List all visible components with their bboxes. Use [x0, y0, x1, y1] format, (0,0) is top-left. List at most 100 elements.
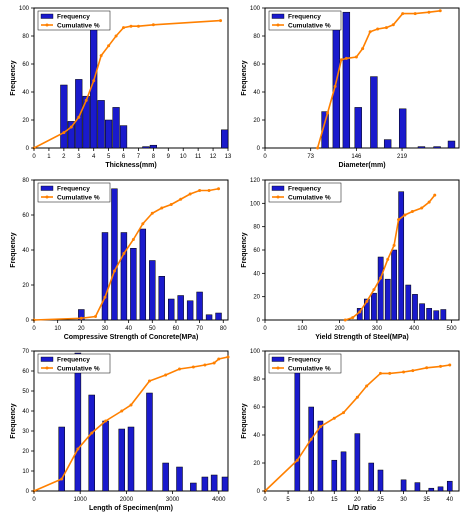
legend-box	[37, 10, 111, 31]
x-tick-label: 7	[137, 154, 141, 160]
legend-cumulative-label: Cumulative %	[57, 195, 100, 202]
x-tick-label: 11	[195, 154, 202, 160]
cumulative-point	[397, 218, 401, 222]
x-tick-label: 200	[335, 326, 346, 332]
cumulative-point	[332, 416, 336, 420]
cumulative-point	[150, 211, 154, 215]
frequency-bar	[363, 298, 370, 321]
frequency-bar	[119, 125, 128, 149]
y-tick-label: 80	[22, 178, 29, 184]
cumulative-point	[60, 477, 64, 481]
frequency-bar	[149, 144, 157, 149]
cumulative-point	[226, 355, 230, 359]
x-tick-label: 20	[354, 497, 361, 503]
chart-1: 0 1 2 3 4 5 6 7 8 9 10 11 12 13020406080100Thickness(…	[10, 6, 232, 169]
y-tick-label: 60	[22, 62, 29, 68]
frequency-bar	[354, 107, 362, 149]
legend-box	[268, 182, 342, 203]
y-tick-label: 80	[253, 34, 260, 40]
y-tick-label: 20	[22, 449, 29, 455]
frequency-bar	[168, 298, 175, 321]
cumulative-point	[378, 371, 382, 375]
x-axis-label: Diameter(mm)	[338, 162, 385, 169]
legend-frequency-label: Frequency	[57, 186, 90, 193]
y-axis-label: Frequency	[241, 232, 248, 268]
frequency-bar	[398, 191, 405, 321]
cumulative-point	[410, 210, 414, 213]
cumulative-point	[114, 34, 118, 38]
chart-4: 0 100 200 300 400 500 0 20 40 60 80 100 120 Yield Str…	[241, 178, 460, 341]
x-tick-label: 12	[210, 154, 217, 160]
cumulative-point	[333, 84, 337, 88]
cumulative-point	[207, 189, 211, 192]
legend-marker	[45, 195, 49, 199]
frequency-bar	[60, 84, 68, 149]
frequency-bar	[405, 284, 412, 321]
y-axis-label: Frequency	[241, 403, 248, 439]
y-tick-label: 20	[22, 118, 29, 124]
frequency-bar	[158, 276, 165, 321]
cumulative-point	[339, 58, 343, 62]
frequency-bar	[419, 303, 425, 321]
cumulative-point	[365, 299, 369, 303]
frequency-bar	[294, 366, 301, 492]
frequency-bar	[433, 146, 441, 149]
y-tick-label: 100	[250, 349, 261, 355]
frequency-bar	[74, 352, 82, 492]
legend: Frequency Cumulative %	[37, 353, 111, 374]
plot-frame	[264, 7, 460, 149]
cumulative-point	[343, 318, 347, 322]
y-tick-label: 10	[22, 469, 29, 475]
x-tick-label: 3	[77, 154, 81, 160]
cumulative-point	[354, 55, 358, 59]
cumulative-point	[217, 357, 221, 361]
chart-3: 0 10 20 30 40 50 60 70 80 0 20 40 60 80 Compressive St…	[10, 178, 229, 341]
cumulative-point	[316, 146, 320, 150]
cumulative-point	[427, 200, 431, 204]
cumulative-point	[136, 24, 140, 28]
y-tick-label: 80	[253, 225, 260, 231]
cumulative-point	[427, 10, 431, 14]
frequency-bar	[437, 486, 444, 492]
cumulative-point	[372, 288, 376, 292]
frequency-bar	[368, 462, 375, 492]
cumulative-point	[120, 409, 124, 413]
frequency-bar	[118, 428, 126, 492]
y-tick-label: 60	[22, 369, 29, 375]
frequency-bar	[370, 76, 378, 149]
frequency-bar	[426, 308, 433, 321]
x-tick-label: 30	[400, 497, 407, 503]
x-tick-label: 40	[125, 326, 132, 332]
legend-marker	[276, 23, 280, 27]
x-tick-label: 300	[372, 326, 383, 332]
frequency-bar	[215, 312, 222, 321]
y-tick-label: 20	[253, 118, 260, 124]
frequency-bar	[205, 314, 213, 321]
y-tick-label: 30	[22, 429, 29, 435]
x-tick-label: 1	[47, 154, 51, 160]
cumulative-point	[402, 370, 406, 374]
x-tick-label: 80	[220, 326, 227, 332]
y-tick-label: 40	[253, 90, 260, 96]
x-axis-label: Compressive Strength of Concrete(MPa)	[64, 334, 199, 341]
frequency-bar	[391, 249, 397, 321]
y-tick-label: 80	[253, 377, 260, 383]
frequency-bar	[190, 482, 197, 492]
legend-cumulative-label: Cumulative %	[288, 23, 331, 30]
chart-6: 0 5 10 15 20 25 30 35 40 0 20 40 60 80 100 L/D ratio Fre…	[241, 349, 460, 512]
cumulative-point	[198, 189, 202, 192]
y-tick-label: 0	[26, 318, 30, 324]
frequency-bar	[221, 476, 229, 492]
x-tick-label: 100	[297, 326, 308, 332]
cumulative-point	[219, 19, 223, 23]
cumulative-point	[376, 27, 380, 31]
legend-marker	[45, 23, 49, 27]
cumulative-line	[344, 194, 436, 321]
cumulative-point	[351, 316, 355, 320]
frequency-bar	[417, 146, 426, 149]
cumulative-point	[84, 98, 88, 102]
x-tick-label: 70	[196, 326, 203, 332]
frequency-bar	[317, 420, 324, 492]
y-tick-label: 40	[22, 248, 29, 254]
legend-box	[268, 10, 342, 31]
